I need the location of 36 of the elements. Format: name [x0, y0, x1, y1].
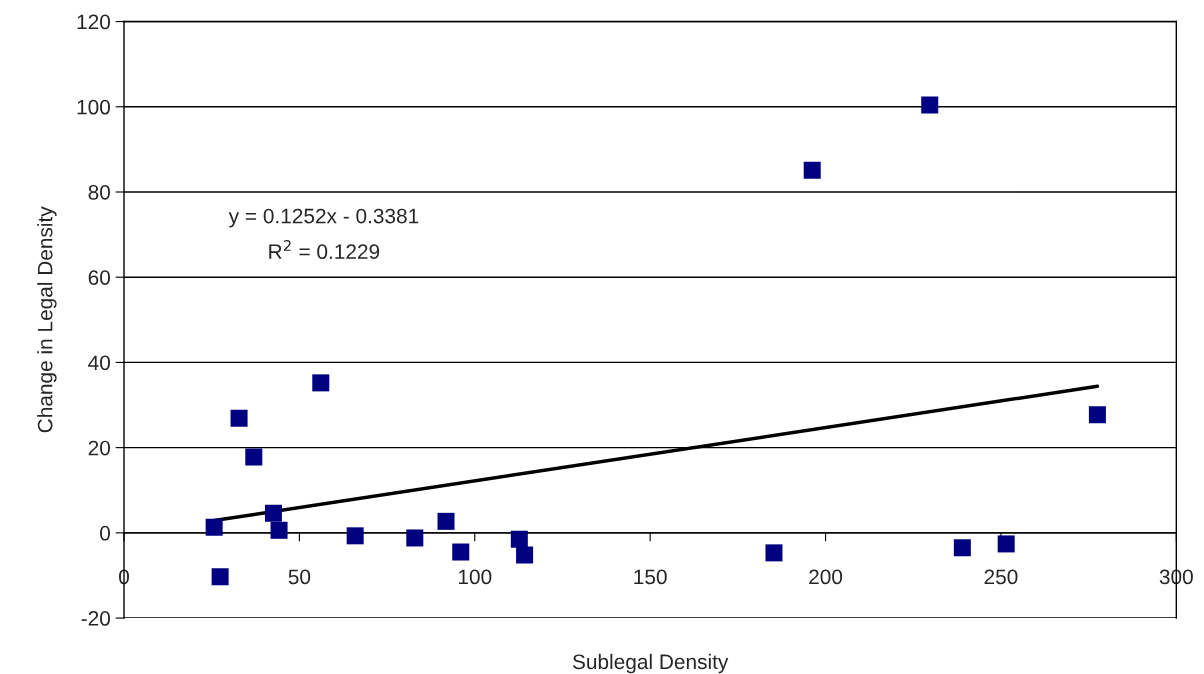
point [406, 529, 424, 547]
annotation: y = 0.1252x - 0.3381 [228, 208, 419, 228]
annotation: R$^{2}$ = 0.1229 [269, 240, 380, 260]
point [245, 448, 263, 466]
y-tick-label: 40 [88, 355, 110, 371]
point [953, 539, 971, 557]
point [921, 96, 939, 114]
point [270, 521, 288, 539]
point [211, 568, 229, 586]
point [230, 409, 248, 427]
point [312, 374, 330, 392]
y-tick-label: -20 [81, 611, 111, 626]
y-tick-label: 80 [88, 185, 110, 200]
y-tick-label: 120 [77, 14, 111, 30]
point [205, 518, 223, 536]
y-tick-label: 60 [88, 270, 110, 285]
point [765, 544, 783, 562]
point [516, 546, 534, 564]
x-tick-label: 200 [809, 569, 843, 585]
x-tick-label: 250 [984, 569, 1018, 585]
point [452, 543, 470, 561]
point [510, 530, 528, 548]
x-tick-label: 150 [634, 569, 667, 585]
point [346, 527, 364, 545]
x-tick-label: 100 [458, 569, 492, 585]
point [997, 535, 1015, 553]
x-tick-label: 50 [288, 569, 311, 585]
point [1088, 406, 1106, 424]
y-tick-label: 20 [88, 440, 110, 456]
point [264, 504, 282, 522]
y-tick-label: 100 [77, 99, 111, 115]
x-axis-title: Sublegal Density [572, 653, 729, 674]
y-tick-label: 0 [100, 525, 110, 541]
y-axis-title: Change in Legal Density [37, 206, 57, 433]
point [437, 512, 455, 530]
point [803, 161, 821, 179]
